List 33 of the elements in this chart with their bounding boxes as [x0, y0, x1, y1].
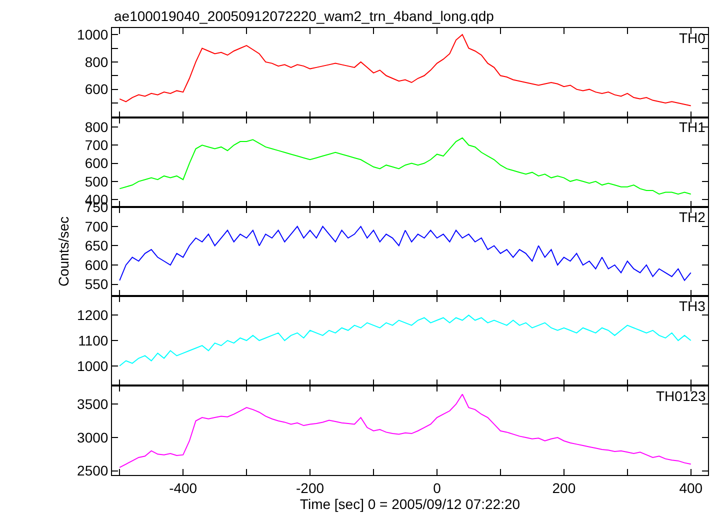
y-tick-label: 800	[84, 118, 108, 135]
y-tick-label: 1200	[77, 307, 108, 324]
y-tick-label: 2500	[77, 462, 108, 479]
x-tick-label: 200	[552, 480, 576, 496]
y-tick-label: 600	[84, 256, 108, 273]
y-tick-label: 1000	[77, 26, 108, 42]
x-tick-label: 400	[679, 480, 703, 496]
x-tick-label: 0	[433, 480, 442, 496]
x-tick-label: -200	[296, 480, 324, 496]
chart-title: ae100019040_20050912072220_wam2_trn_4band_long.qdp	[114, 8, 494, 24]
text: TH1	[679, 119, 706, 135]
text: TH2	[679, 209, 706, 225]
y-tick-label: 500	[84, 173, 108, 190]
y-tick-label: 600	[84, 81, 108, 98]
line-series	[119, 226, 692, 281]
y-tick-label: 700	[84, 137, 108, 154]
y-tick-label: 1000	[77, 358, 108, 374]
x-tick-label: -400	[169, 480, 198, 496]
y-tick-label: 800	[84, 54, 108, 70]
y-tick-label: 650	[84, 238, 108, 254]
y-tick-label: 3500	[77, 396, 108, 412]
y-tick-label: 3000	[77, 429, 108, 446]
text: TH0	[679, 30, 706, 46]
y-tick-label: 550	[84, 276, 108, 292]
line-series	[119, 314, 692, 366]
series-label: TH3	[679, 298, 706, 314]
y-tick-label: 600	[84, 155, 108, 172]
text: TH0123	[656, 388, 706, 404]
y-axis-title: Counts/sec	[55, 216, 72, 287]
x-axis-title: Time [sec] 0 = 2005/09/12 07:22:20	[300, 496, 520, 512]
line-series	[119, 137, 692, 195]
y-tick-label: 1100	[78, 332, 108, 348]
y-tick-label: 700	[84, 218, 108, 234]
